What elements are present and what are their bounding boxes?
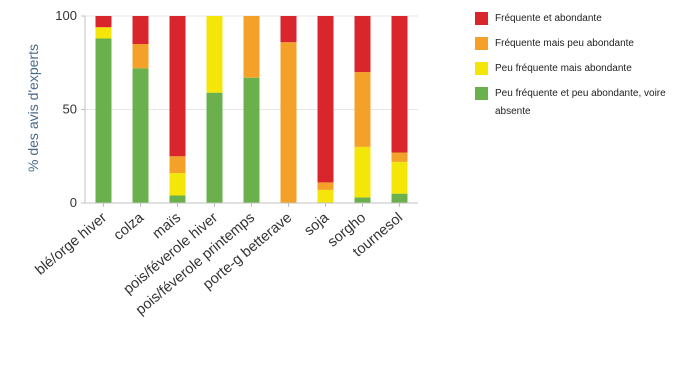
bar-segment bbox=[206, 16, 223, 93]
legend-item-frequente-abondante: Fréquente et abondante bbox=[475, 10, 675, 28]
bar-segment bbox=[317, 182, 334, 190]
bar-segment bbox=[132, 44, 149, 69]
legend-label: Fréquente et abondante bbox=[495, 13, 602, 24]
bar-segment bbox=[132, 68, 149, 203]
legend: Fréquente et abondante Fréquente mais pe… bbox=[475, 10, 675, 128]
bar-segment bbox=[169, 173, 186, 196]
bar-segment bbox=[95, 16, 112, 28]
legend-label: Fréquente mais peu abondante bbox=[495, 38, 634, 49]
legend-label: Peu fréquente mais abondante bbox=[495, 63, 632, 74]
y-tick-label: 100 bbox=[55, 8, 77, 23]
y-tick-labels: 0 50 100 bbox=[55, 8, 85, 210]
bar-segment bbox=[354, 72, 371, 147]
category-label: blé/orge hiver bbox=[32, 210, 110, 279]
bar-segment bbox=[391, 16, 408, 153]
bar-segment bbox=[317, 16, 334, 183]
bar-segment bbox=[169, 16, 186, 157]
bar-segment bbox=[354, 16, 371, 73]
bar-segment bbox=[132, 16, 149, 45]
legend-item-peu-frequente-abondante: Peu fréquente mais abondante bbox=[475, 60, 675, 78]
bar-segment bbox=[206, 92, 223, 203]
bar-segment bbox=[354, 197, 371, 203]
bar-segment bbox=[243, 16, 260, 78]
bars bbox=[95, 16, 408, 207]
bar-segment bbox=[243, 77, 260, 203]
legend-swatch bbox=[475, 37, 488, 50]
legend-label: Peu fréquente et peu abondante, voire ab… bbox=[495, 88, 666, 117]
bar-segment bbox=[169, 195, 186, 203]
y-tick-label: 50 bbox=[63, 102, 77, 117]
bar-segment bbox=[354, 146, 371, 198]
legend-item-peu-frequente-peu-abondante: Peu fréquente et peu abondante, voire ab… bbox=[475, 85, 675, 121]
y-tick-label: 0 bbox=[70, 195, 77, 210]
bar-segment bbox=[95, 27, 112, 39]
legend-swatch bbox=[475, 12, 488, 25]
bar-segment bbox=[391, 161, 408, 194]
bar-segment bbox=[317, 189, 334, 203]
legend-swatch bbox=[475, 62, 488, 75]
y-axis-title: % des avis d'experts bbox=[25, 44, 41, 172]
category-label: colza bbox=[111, 209, 148, 244]
bar-segment bbox=[391, 193, 408, 203]
bar-segment bbox=[391, 152, 408, 162]
bar-segment bbox=[169, 156, 186, 174]
bar-segment bbox=[280, 16, 297, 43]
legend-swatch bbox=[475, 87, 488, 100]
bar-segment bbox=[280, 42, 297, 204]
bar-segment bbox=[95, 38, 112, 203]
legend-item-frequente-peu-abondante: Fréquente mais peu abondante bbox=[475, 35, 675, 53]
